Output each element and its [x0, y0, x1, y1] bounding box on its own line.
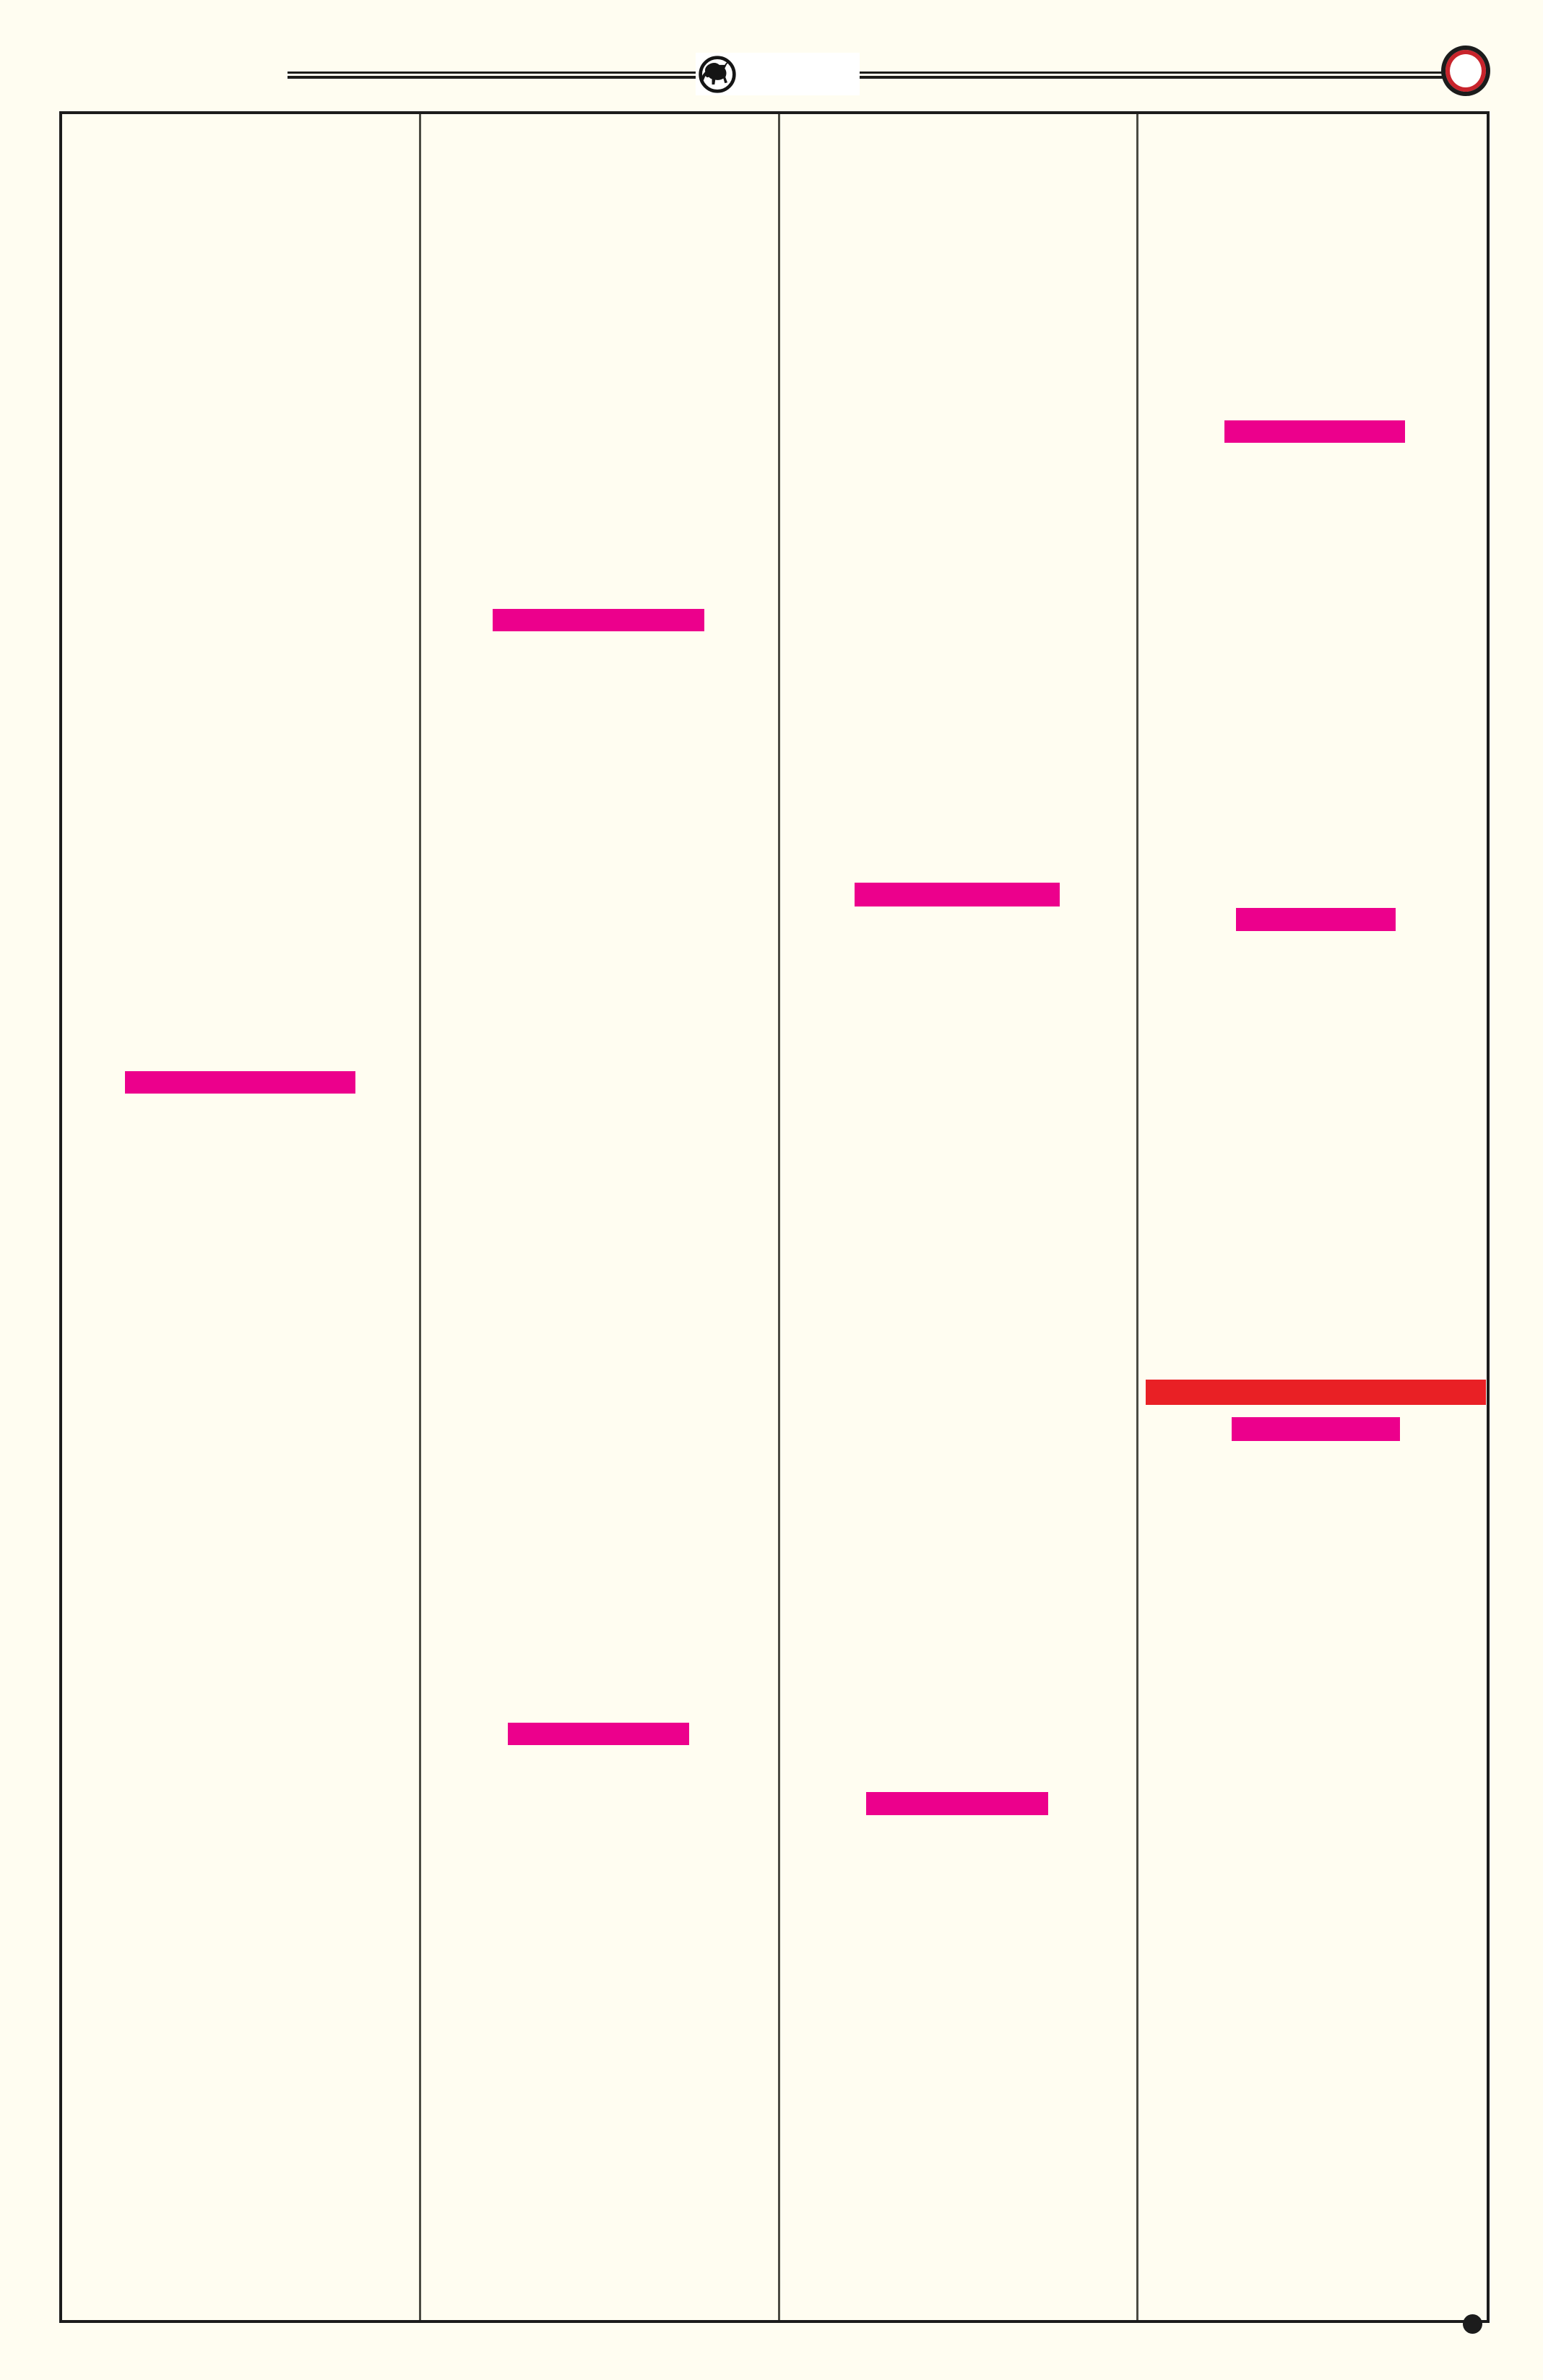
redaction-bar-col3-2[interactable]: [866, 1792, 1048, 1815]
highlight-bar-red[interactable]: [1146, 1380, 1486, 1405]
redaction-bar-col3-1[interactable]: [855, 883, 1060, 906]
redaction-bar-col4-3[interactable]: [1232, 1417, 1400, 1441]
redaction-bar-col2-1[interactable]: [493, 609, 704, 631]
column-divider-3: [1136, 114, 1138, 2320]
corner-dot-icon: [1463, 2314, 1482, 2334]
column-frame: [59, 111, 1490, 2323]
redaction-bar-col4-1[interactable]: [1224, 420, 1405, 443]
bull-emblem-svg: [699, 56, 736, 93]
header-double-rule: [288, 72, 1443, 79]
bull-emblem-icon: [697, 54, 738, 95]
redaction-bar-col2-2[interactable]: [508, 1723, 689, 1745]
redaction-bar-col4-2[interactable]: [1236, 908, 1396, 931]
column-divider-1: [419, 114, 421, 2320]
red-ring-icon: [1441, 46, 1490, 96]
redaction-bar-col1-1[interactable]: [125, 1071, 355, 1094]
column-divider-2: [778, 114, 780, 2320]
